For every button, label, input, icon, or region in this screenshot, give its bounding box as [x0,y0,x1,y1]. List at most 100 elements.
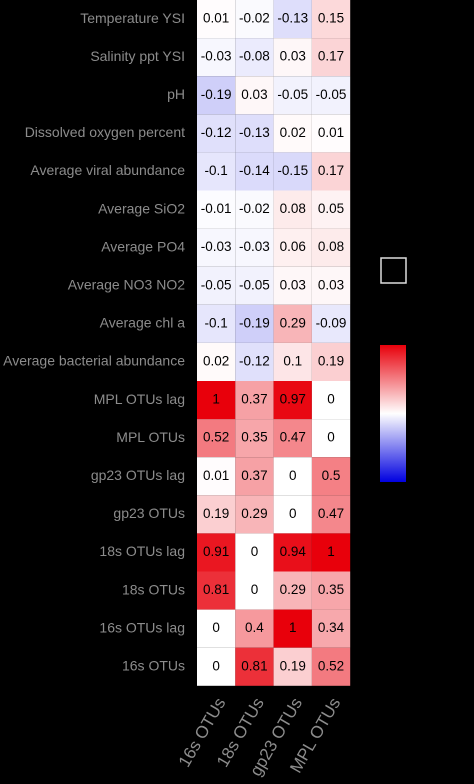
cell-label: 1 [212,392,220,407]
row-label: Average SiO2 [98,200,185,216]
cell-label: 0.01 [318,125,344,140]
heatmap-cell [311,76,351,115]
heatmap-cell [235,609,274,648]
cell-label: 0.47 [280,430,306,445]
cell-label: -0.03 [239,239,270,254]
heatmap-cell [311,457,351,496]
cell-label: 0.29 [280,315,306,330]
cell-label: 0 [289,468,297,483]
cell-label: 0.08 [318,239,344,254]
cell-label: -0.02 [239,201,270,216]
heatmap-cell [235,571,274,610]
heatmap-cell [235,381,274,420]
cell-label: 0 [212,620,220,635]
cell-label: 0.17 [318,49,344,64]
cell-label: 0.19 [318,354,344,369]
cell-label: 0 [327,392,335,407]
cell-label: -0.1 [205,315,228,330]
cell-label: -0.05 [201,277,232,292]
cell-label: 0 [289,506,297,521]
heatmap-cell [311,0,351,39]
cell-label: -0.03 [201,239,232,254]
cell-label: 0 [212,658,220,673]
row-label: MPL OTUs lag [94,391,185,407]
row-label: gp23 OTUs [113,505,185,521]
cell-label: 0.5 [322,468,341,483]
heatmap-cell [273,152,312,191]
row-label: Average viral abundance [30,162,185,178]
cell-label: 0.01 [203,11,229,26]
cell-label: 0.02 [280,125,306,140]
row-label: 16s OTUs [122,657,185,673]
row-label: MPL OTUs [116,429,185,445]
heatmap-cell [197,647,236,686]
heatmap-cell [311,495,351,534]
row-label: 16s OTUs lag [99,619,185,635]
cell-label: 0.05 [318,201,344,216]
heatmap-cell [197,38,236,77]
heatmap-cell [197,419,236,458]
heatmap-cell [235,266,274,305]
heatmap-cell [197,533,236,572]
cell-label: -0.09 [316,315,347,330]
cell-label: 1 [289,620,297,635]
cell-label: -0.12 [239,354,270,369]
heatmap-cell [273,304,312,343]
heatmap-cell [235,190,274,229]
heatmap-cell [197,190,236,229]
heatmap-cell [197,381,236,420]
cell-label: -0.05 [316,87,347,102]
cell-label: 0 [251,544,259,559]
cell-label: 0.17 [318,163,344,178]
cell-label: -0.05 [239,277,270,292]
heatmap-cell [235,76,274,115]
row-label: 18s OTUs [122,581,185,597]
heatmap-cell [197,266,236,305]
heatmap-cell [197,76,236,115]
cell-label: 0.91 [203,544,229,559]
heatmap-cell [311,266,351,305]
cell-label: -0.14 [239,163,270,178]
cell-label: 0.08 [280,201,306,216]
heatmap-cell [273,76,312,115]
cell-label: 0.81 [241,658,267,673]
cell-label: 1 [327,544,335,559]
cell-label: 0.29 [241,506,267,521]
cell-label: 0.19 [203,506,229,521]
heatmap-cell [197,457,236,496]
heatmap-cell [311,419,351,458]
heatmap-cell [235,152,274,191]
heatmap-cell [235,0,274,39]
cell-label: 0.97 [280,392,306,407]
cell-label: -0.13 [239,125,270,140]
heatmap-cell [311,190,351,229]
row-label: Average bacterial abundance [3,353,185,369]
heatmap-cell [273,419,312,458]
heatmap-cell [273,114,312,153]
cell-label: 0.94 [280,544,307,559]
heatmap-cell [235,114,274,153]
cell-label: 0.06 [280,239,306,254]
heatmap-cell [311,381,351,420]
heatmap-cell [273,38,312,77]
row-label: Average chl a [100,315,186,331]
heatmap-cell [197,152,236,191]
row-label: Average PO4 [101,238,185,254]
heatmap-cell [273,571,312,610]
cell-label: 0.52 [318,658,344,673]
heatmap-cell [197,571,236,610]
cell-label: 0.37 [241,392,267,407]
heatmap-cell [311,609,351,648]
heatmap-cell [197,495,236,534]
cell-label: 0.4 [245,620,264,635]
cell-label: 0.19 [280,658,306,673]
cell-label: -0.05 [277,87,308,102]
cell-label: 0 [251,582,259,597]
cell-label: 0.37 [241,468,267,483]
row-label: gp23 OTUs lag [91,467,185,483]
cell-label: 0.15 [318,11,344,26]
heatmap-cell [197,0,236,39]
cell-label: -0.13 [277,11,308,26]
cell-label: -0.03 [201,49,232,64]
